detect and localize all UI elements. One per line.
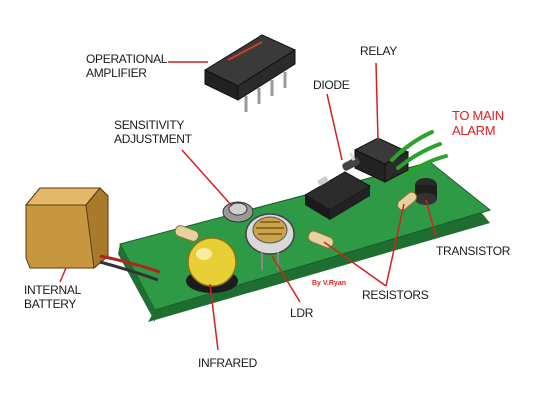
label-op-amp-line1: OPERATIONAL — [86, 52, 168, 66]
diode — [342, 152, 360, 171]
leader-resistor-2 — [385, 203, 405, 287]
label-infrared: INFRARED — [198, 356, 257, 370]
label-sensitivity-line2: ADJUSTMENT — [114, 132, 192, 146]
leader-diode — [326, 93, 343, 161]
label-battery-line1: INTERNAL — [24, 283, 81, 297]
label-resistors-text: RESISTORS — [362, 288, 429, 302]
label-battery-line2: BATTERY — [24, 297, 77, 311]
ldr — [245, 213, 295, 270]
leader-resistor-1 — [323, 241, 387, 287]
label-transistor: TRANSISTOR — [436, 244, 510, 258]
label-resistors: RESISTORS — [362, 288, 429, 302]
alarm-wires — [390, 130, 448, 178]
leader-relay — [375, 62, 379, 141]
transistor — [415, 178, 437, 205]
op-amp-chip — [203, 34, 297, 112]
board-ic — [304, 171, 371, 220]
label-sensitivity-adjustment: SENSITIVITY ADJUSTMENT — [114, 118, 192, 146]
leader-lines — [59, 61, 437, 351]
label-infrared-text: INFRARED — [198, 356, 257, 370]
leader-infrared — [209, 283, 219, 351]
battery — [24, 187, 109, 269]
label-relay-text: RELAY — [360, 44, 397, 58]
battery-wires — [99, 254, 161, 282]
label-relay: RELAY — [360, 44, 397, 58]
label-sensitivity-line1: SENSITIVITY — [114, 118, 185, 132]
label-operational-amplifier: OPERATIONAL AMPLIFIER — [86, 52, 167, 80]
potentiometer — [222, 201, 254, 223]
label-alarm-line2: ALARM — [452, 123, 496, 138]
label-diode: DIODE — [313, 78, 350, 92]
leader-ldr — [271, 255, 301, 303]
leader-battery — [59, 267, 67, 283]
label-transistor-text: TRANSISTOR — [436, 244, 511, 258]
label-op-amp-line2: AMPLIFIER — [86, 66, 147, 80]
leader-sensitivity — [181, 149, 233, 207]
label-to-main-alarm: TO MAIN ALARM — [452, 108, 504, 138]
infrared-led — [186, 237, 238, 293]
label-internal-battery: INTERNAL BATTERY — [24, 283, 81, 311]
leader-transistor — [425, 199, 437, 238]
label-ldr: LDR — [290, 306, 313, 320]
label-diode-text: DIODE — [313, 78, 350, 92]
label-ldr-text: LDR — [290, 306, 314, 320]
label-alarm-line1: TO MAIN — [452, 108, 504, 123]
author-credit: By V.Ryan — [312, 280, 346, 287]
